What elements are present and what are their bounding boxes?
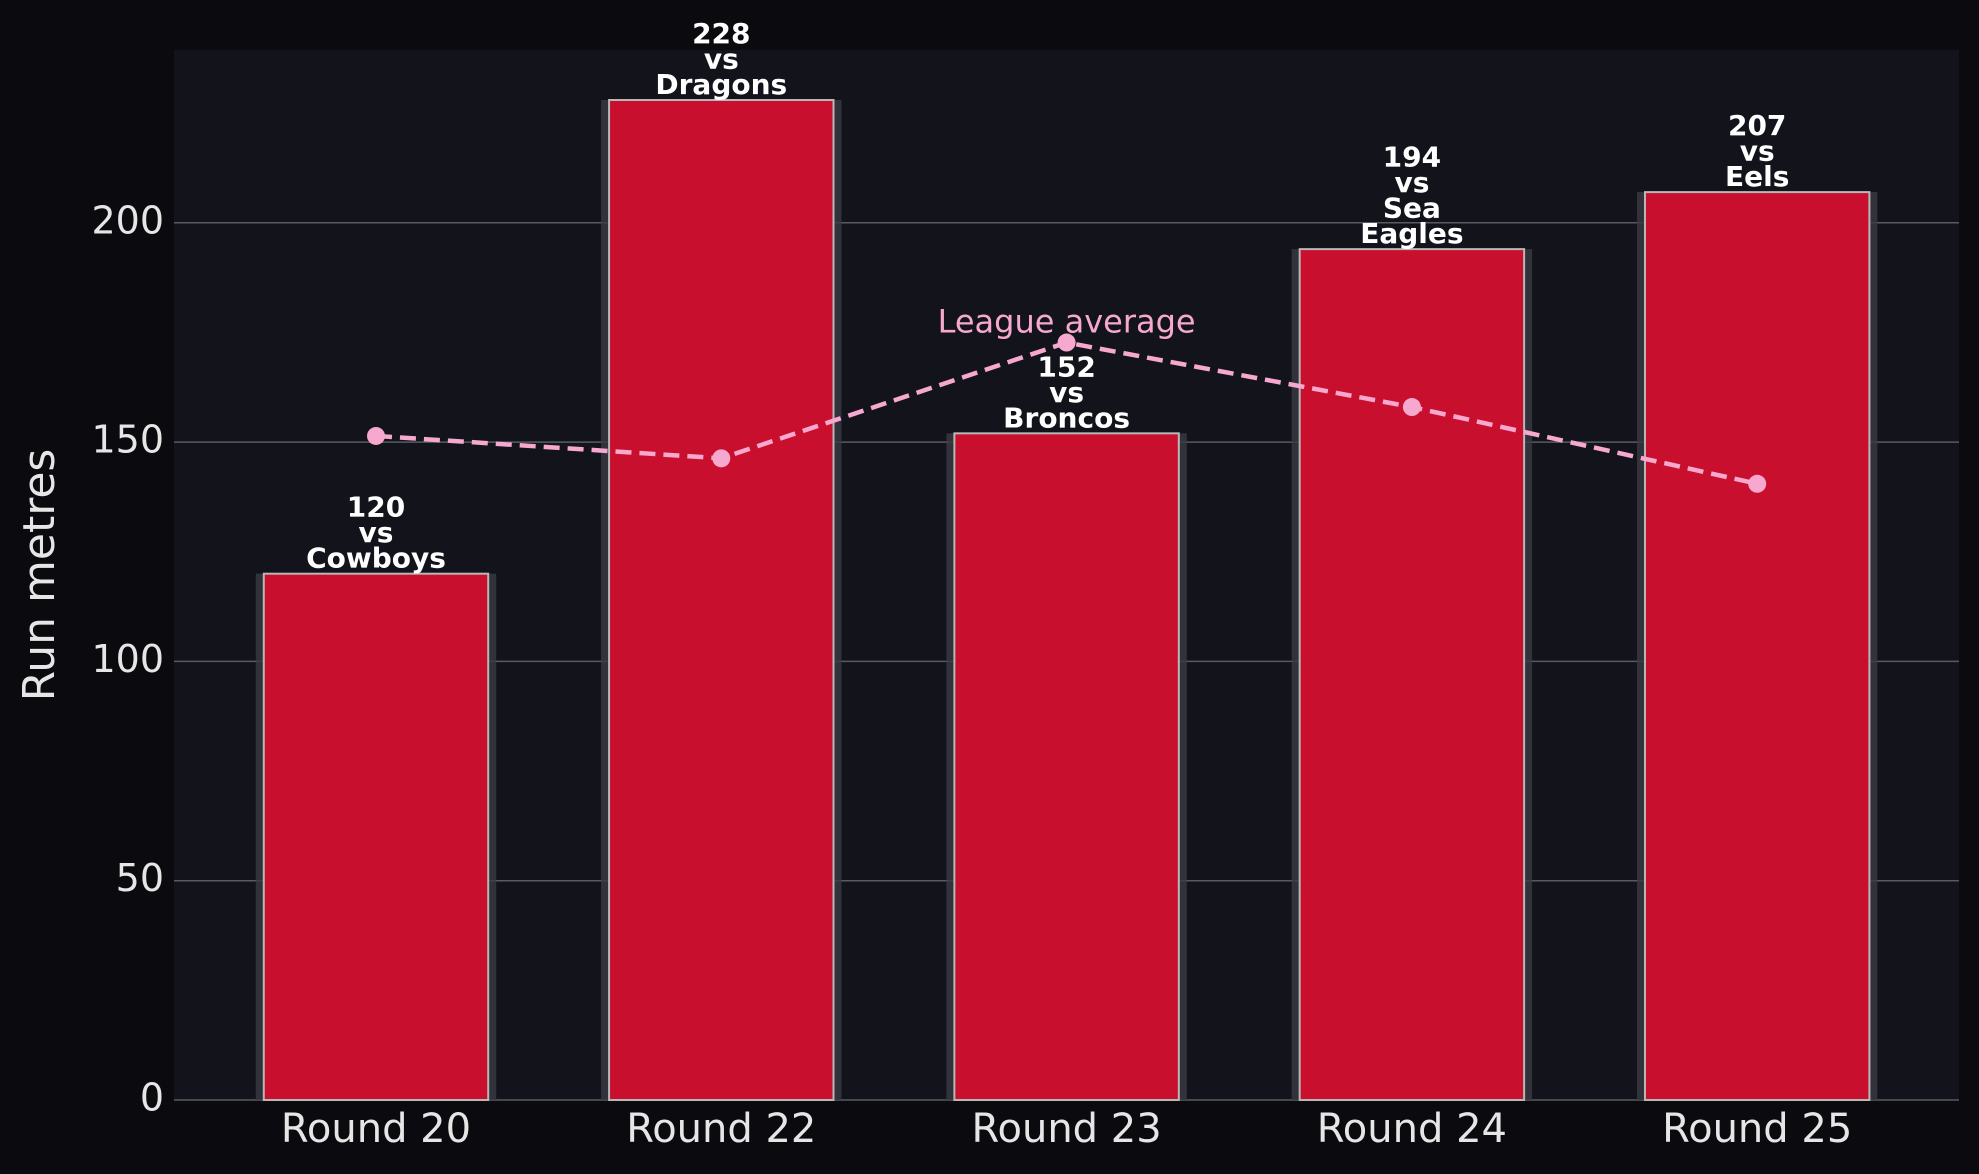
data-label-opponent: Cowboys	[306, 542, 446, 575]
y-tick-label: 50	[116, 856, 164, 900]
line-label: League average	[938, 303, 1196, 341]
data-label-word: Eagles	[1360, 217, 1463, 250]
bar	[1643, 191, 1871, 1101]
data-label-connector: vs	[1394, 166, 1429, 199]
data-label: 152 vs Broncos	[1003, 350, 1130, 434]
bar	[1298, 248, 1526, 1101]
y-tick-label: 200	[91, 198, 164, 242]
x-tick-label: Round 24	[1317, 1106, 1507, 1152]
data-label-value: 194	[1383, 141, 1441, 174]
data-label-opponent: Dragons	[655, 68, 787, 101]
bar	[608, 99, 835, 1101]
data-label-value: 207	[1728, 109, 1786, 142]
line-point	[712, 449, 731, 468]
y-tick-label: 150	[91, 418, 164, 462]
line-point	[1402, 398, 1421, 417]
data-label: 228 vs Dragons	[655, 17, 787, 101]
bar	[953, 432, 1180, 1102]
data-label-value: 228	[692, 17, 750, 50]
data-label-value: 152	[1037, 350, 1095, 383]
data-label-value: 120	[347, 491, 405, 524]
x-tick-label: Round 20	[281, 1106, 471, 1152]
data-label-opponent: Broncos	[1003, 401, 1130, 434]
data-label-opponent: Sea Eagles	[1360, 192, 1463, 251]
data-label-opponent: Eels	[1725, 160, 1789, 193]
bar	[262, 572, 490, 1101]
y-tick-label: 0	[140, 1076, 164, 1120]
data-label-connector: vs	[1740, 135, 1775, 168]
x-tick-label: Round 25	[1662, 1106, 1852, 1152]
line-point	[1057, 333, 1076, 352]
y-axis-label: Run metres	[14, 449, 65, 702]
data-label-connector: vs	[359, 516, 394, 549]
x-tick-label: Round 22	[626, 1106, 816, 1152]
data-label-word: Sea	[1383, 192, 1441, 225]
data-label-connector: vs	[1049, 376, 1084, 409]
y-tick-label: 100	[91, 637, 164, 681]
data-label: 207 vs Eels	[1725, 109, 1789, 193]
line-point	[367, 426, 385, 445]
data-label: 120 vs Cowboys	[306, 491, 446, 575]
data-label-connector: vs	[704, 43, 739, 76]
data-label: 194 vs Sea Eagles	[1360, 141, 1463, 251]
line-point	[1748, 474, 1767, 493]
x-tick-label: Round 23	[972, 1106, 1162, 1152]
